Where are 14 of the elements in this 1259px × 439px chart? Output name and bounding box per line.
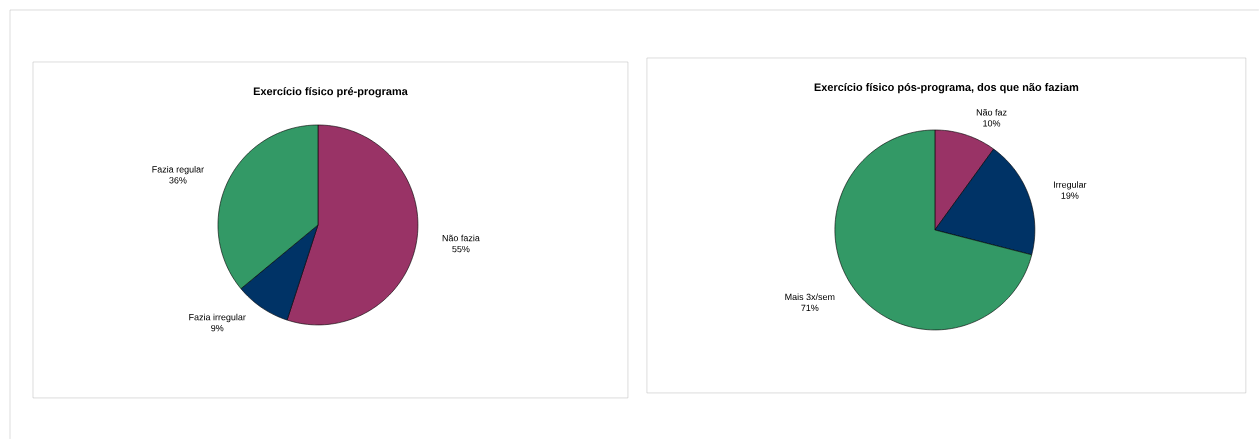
chart-title: Exercício físico pós-programa, dos que não faziam [814,82,1079,94]
chart-title: Exercício físico pré-programa [253,86,408,98]
data-label: 36% [169,177,187,184]
data-label: 71% [801,304,819,311]
slice-label: Fazia regular [152,165,204,175]
slice-label: Não fazia [442,234,480,242]
slice-label: Mais 3x/sem [785,293,835,301]
data-label: 55% [452,245,470,253]
data-label: 19% [1061,192,1079,199]
slice-label: Fazia irregular [189,313,246,323]
slice-label: Irregular [1054,181,1087,190]
slice-label: Não faz [976,108,1007,116]
data-label: 10% [983,120,1001,127]
data-label: 9% [211,324,224,332]
